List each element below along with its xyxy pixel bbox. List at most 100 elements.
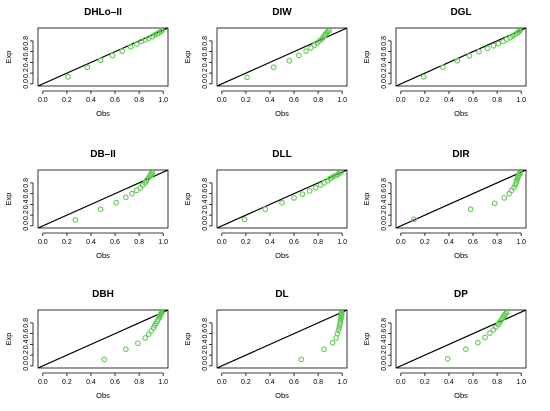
panel-title: DIR (452, 149, 470, 160)
data-point (306, 188, 313, 194)
data-point (321, 346, 327, 353)
data-point (270, 64, 277, 71)
data-point (303, 48, 309, 54)
panel-title: DHLo–II (84, 7, 122, 18)
data-point (501, 195, 508, 201)
panel-title: DP (454, 289, 468, 300)
data-point (296, 52, 302, 59)
data-point (490, 42, 497, 49)
y-tick-label: 0.6 (381, 189, 388, 199)
panel-1: DHLo–II0.0 0.2 0.4 0.6 0.8 1.00.00.20.40.60.8… (4, 7, 169, 118)
panel-title: DLL (272, 149, 291, 160)
x-tick-label: 0.0 (38, 379, 48, 386)
x-tick-label: 0.4 (265, 379, 275, 386)
data-point (502, 310, 509, 317)
y-tick-label: 0.2 (381, 68, 388, 78)
y-tick-label: 0.8 (202, 178, 209, 188)
plot-area (396, 28, 526, 86)
data-point (482, 334, 488, 341)
data-point (517, 170, 523, 176)
data-point (411, 216, 417, 223)
plot-frame (216, 169, 348, 229)
data-point (326, 28, 332, 34)
data-point (286, 57, 293, 64)
x-tick-label: 0.6 (289, 239, 299, 246)
y-tick-label: 0.6 (202, 329, 209, 339)
x-tick-label: 0.4 (444, 379, 454, 386)
x-tick-label: 0.0 (396, 97, 406, 104)
data-point (420, 74, 427, 80)
x-tick-label: 1.0 (337, 239, 347, 246)
data-point (127, 43, 134, 50)
plot-frame (37, 27, 169, 87)
data-point (338, 310, 345, 316)
data-point (97, 206, 104, 213)
data-point (65, 74, 71, 80)
reference-line (38, 28, 168, 86)
plot-area (217, 310, 347, 368)
y-axis-label: Exp (362, 193, 371, 206)
data-point (97, 57, 104, 64)
data-point (262, 206, 268, 213)
data-point (444, 356, 451, 362)
x-tick-label: 0.8 (492, 97, 502, 104)
y-tick-label: 0.0 (202, 79, 209, 89)
x-tick-label: 1.0 (158, 239, 168, 246)
data-point (475, 339, 481, 346)
y-tick-label: 0.8 (202, 36, 209, 46)
y-tick-label: 0.0 (23, 361, 30, 371)
x-tick-label: 0.0 (396, 239, 406, 246)
y-tick-label: 0.0 (202, 221, 209, 231)
data-point (72, 217, 79, 223)
x-tick-label: 0.8 (134, 97, 144, 104)
x-tick-label: 0.8 (313, 97, 323, 104)
data-point (148, 170, 154, 177)
data-point (84, 64, 91, 71)
x-tick-label: 0.6 (110, 379, 120, 386)
x-axis-label: Obs (454, 391, 468, 400)
y-tick-label: 0.4 (202, 339, 209, 349)
x-tick-label: 0.8 (313, 239, 323, 246)
panel-4: DB–II0.0 0.2 0.4 0.6 0.8 1.00.00.20.40.60.8Ob… (4, 149, 169, 260)
x-axis-label: Obs (275, 391, 289, 400)
y-tick-label: 0.4 (23, 199, 30, 209)
y-tick-label: 0.4 (202, 199, 209, 209)
y-tick-label: 0.4 (381, 199, 388, 209)
x-tick-label: 0.0 (217, 239, 227, 246)
x-axis-label: Obs (454, 109, 468, 118)
plot-area (38, 28, 168, 86)
plot-frame (37, 309, 169, 369)
data-point (511, 184, 517, 191)
y-tick-label: 0.0 (23, 221, 30, 231)
y-tick-label: 0.0 (381, 221, 388, 231)
data-point (503, 310, 510, 316)
y-tick-label: 0.8 (381, 36, 388, 46)
reference-line (217, 310, 347, 368)
y-tick-label: 0.6 (202, 47, 209, 57)
plot-area (38, 310, 168, 368)
x-tick-label: 0.0 (38, 97, 48, 104)
x-tick-label: 0.6 (289, 97, 299, 104)
y-tick-label: 0.4 (381, 57, 388, 67)
data-point (312, 184, 319, 191)
x-tick-label: 0.0 (396, 379, 406, 386)
x-tick-label: 0.6 (468, 379, 478, 386)
x-tick-label: 0.6 (468, 239, 478, 246)
plot-frame (216, 27, 348, 87)
data-point (298, 356, 305, 363)
data-point (101, 356, 108, 363)
x-tick-label: 0.0 (217, 97, 227, 104)
y-tick-label: 0.4 (23, 339, 30, 349)
x-tick-label: 0.4 (265, 97, 275, 104)
x-tick-label: 0.2 (420, 379, 430, 386)
x-tick-label: 1.0 (158, 379, 168, 386)
y-axis-label: Exp (183, 51, 192, 64)
panel-title: DGL (450, 7, 471, 18)
data-point (129, 190, 135, 197)
data-point (467, 206, 474, 213)
reference-line (396, 310, 526, 368)
x-tick-label: 0.6 (110, 239, 120, 246)
data-point (244, 74, 250, 81)
data-point (157, 28, 164, 35)
